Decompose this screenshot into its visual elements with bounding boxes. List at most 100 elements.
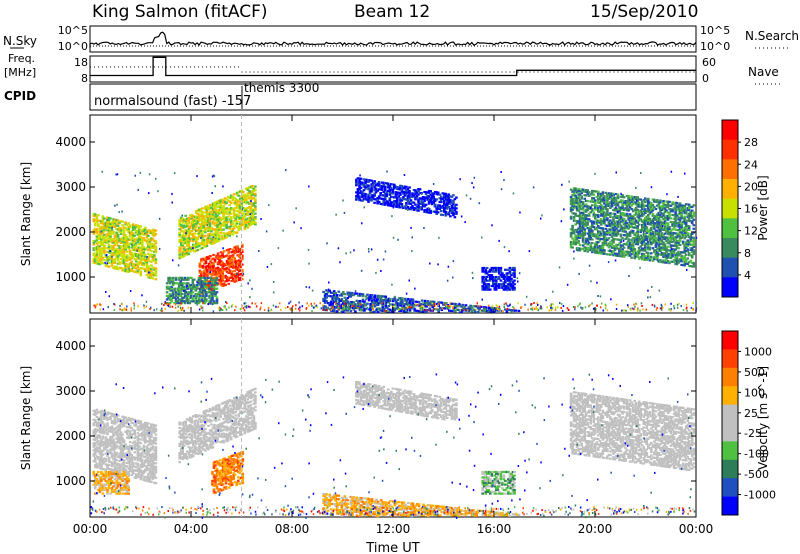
scatter-cell: [581, 188, 585, 191]
scatter-cell: [514, 309, 518, 312]
scatter-cell: [208, 296, 211, 299]
scatter-cell: [228, 269, 232, 272]
scatter-cell: [396, 191, 399, 194]
scatter-cell: [240, 204, 244, 207]
scatter-cell: [230, 276, 233, 279]
scatter-dot: [573, 250, 575, 253]
scatter-cell: [121, 269, 124, 272]
scatter-cell: [136, 233, 140, 236]
scatter-cell: [484, 279, 487, 282]
scatter-dot: [452, 260, 455, 263]
scatter-cell: [201, 236, 204, 239]
scatter-cell: [235, 215, 239, 218]
scatter-cell: [586, 232, 589, 235]
scatter-cell: [219, 217, 222, 220]
scatter-cell: [186, 237, 189, 240]
scatter-cell: [415, 196, 419, 199]
scatter-cell: [239, 269, 243, 272]
scatter-dot: [368, 250, 370, 253]
scatter-cell: [425, 310, 428, 313]
scatter-cell: [454, 306, 457, 309]
scatter-cell: [476, 310, 480, 314]
scatter-cell: [187, 231, 191, 234]
scatter-cell: [423, 303, 427, 306]
scatter-cell: [145, 273, 149, 277]
scatter-cell: [204, 262, 208, 265]
scatter-cell: [214, 280, 217, 283]
scatter-cell: [404, 306, 407, 309]
scatter-cell: [153, 254, 156, 257]
scatter-cell: [241, 274, 244, 277]
scatter-dot: [196, 281, 199, 284]
scatter-cell: [594, 208, 597, 211]
scatter-cell: [600, 218, 603, 221]
scatter-cell: [228, 211, 231, 214]
scatter-cell: [208, 232, 212, 235]
scatter-cell: [210, 288, 214, 291]
scatter-cell: [115, 251, 118, 254]
scatter-cell: [584, 208, 588, 211]
scatter-cell: [200, 292, 203, 295]
scatter-cell: [383, 192, 387, 195]
scatter-cell: [215, 296, 219, 299]
scatter-cell: [396, 200, 399, 203]
scatter-cell: [381, 304, 384, 307]
scatter-cell: [100, 222, 103, 225]
scatter-cell: [575, 241, 579, 244]
scatter-cell: [425, 309, 428, 312]
scatter-cell: [131, 232, 135, 235]
scatter-cell: [178, 231, 181, 234]
scatter-cell: [360, 305, 363, 308]
scatter-cell: [221, 263, 224, 266]
scatter-cell: [581, 219, 585, 222]
scatter-cell: [139, 236, 143, 239]
scatter-cell: [225, 270, 229, 273]
scatter-cell: [589, 229, 592, 232]
scatter-cell: [220, 218, 224, 221]
scatter-cell: [581, 222, 585, 225]
scatter-cell: [98, 219, 102, 223]
scatter-cell: [193, 244, 197, 247]
scatter-cell: [98, 227, 102, 230]
scatter-cell: [224, 280, 227, 283]
scatter-cell: [224, 267, 227, 270]
scatter-cell: [208, 216, 212, 219]
scatter-cell: [443, 194, 446, 197]
scatter-cell: [142, 264, 146, 267]
scatter-cell: [248, 220, 251, 223]
scatter-cell: [461, 303, 465, 307]
scatter-cell: [118, 239, 121, 242]
scatter-cell: [95, 262, 99, 265]
scatter-cell: [369, 295, 372, 298]
scatter-cell: [246, 194, 250, 197]
scatter-cell: [217, 237, 221, 240]
scatter-cell: [399, 184, 402, 187]
scatter-cell: [581, 240, 585, 243]
scatter-cell: [399, 193, 402, 196]
scatter-cell: [207, 219, 210, 222]
scatter-cell: [234, 262, 238, 265]
scatter-cell: [393, 298, 397, 301]
scatter-cell: [447, 198, 451, 201]
scatter-cell: [147, 241, 150, 245]
scatter-cell: [364, 187, 367, 190]
scatter-cell: [223, 217, 227, 220]
scatter-cell: [176, 302, 179, 305]
scatter-cell: [227, 264, 230, 267]
scatter-cell: [391, 201, 395, 204]
scatter-cell: [106, 238, 109, 241]
scatter-cell: [225, 212, 228, 215]
scatter-cell: [154, 251, 158, 254]
scatter-cell: [495, 279, 498, 282]
scatter-cell: [384, 297, 387, 300]
scatter-cell: [106, 256, 109, 259]
scatter-cell: [446, 305, 450, 308]
scatter-dot: [158, 217, 161, 220]
scatter-cell: [138, 234, 141, 237]
scatter-cell: [107, 251, 111, 254]
scatter-cell: [207, 255, 211, 258]
scatter-cell: [443, 201, 446, 204]
scatter-cell: [228, 209, 231, 212]
scatter-cell: [174, 278, 178, 281]
scatter-cell: [654, 236, 658, 239]
